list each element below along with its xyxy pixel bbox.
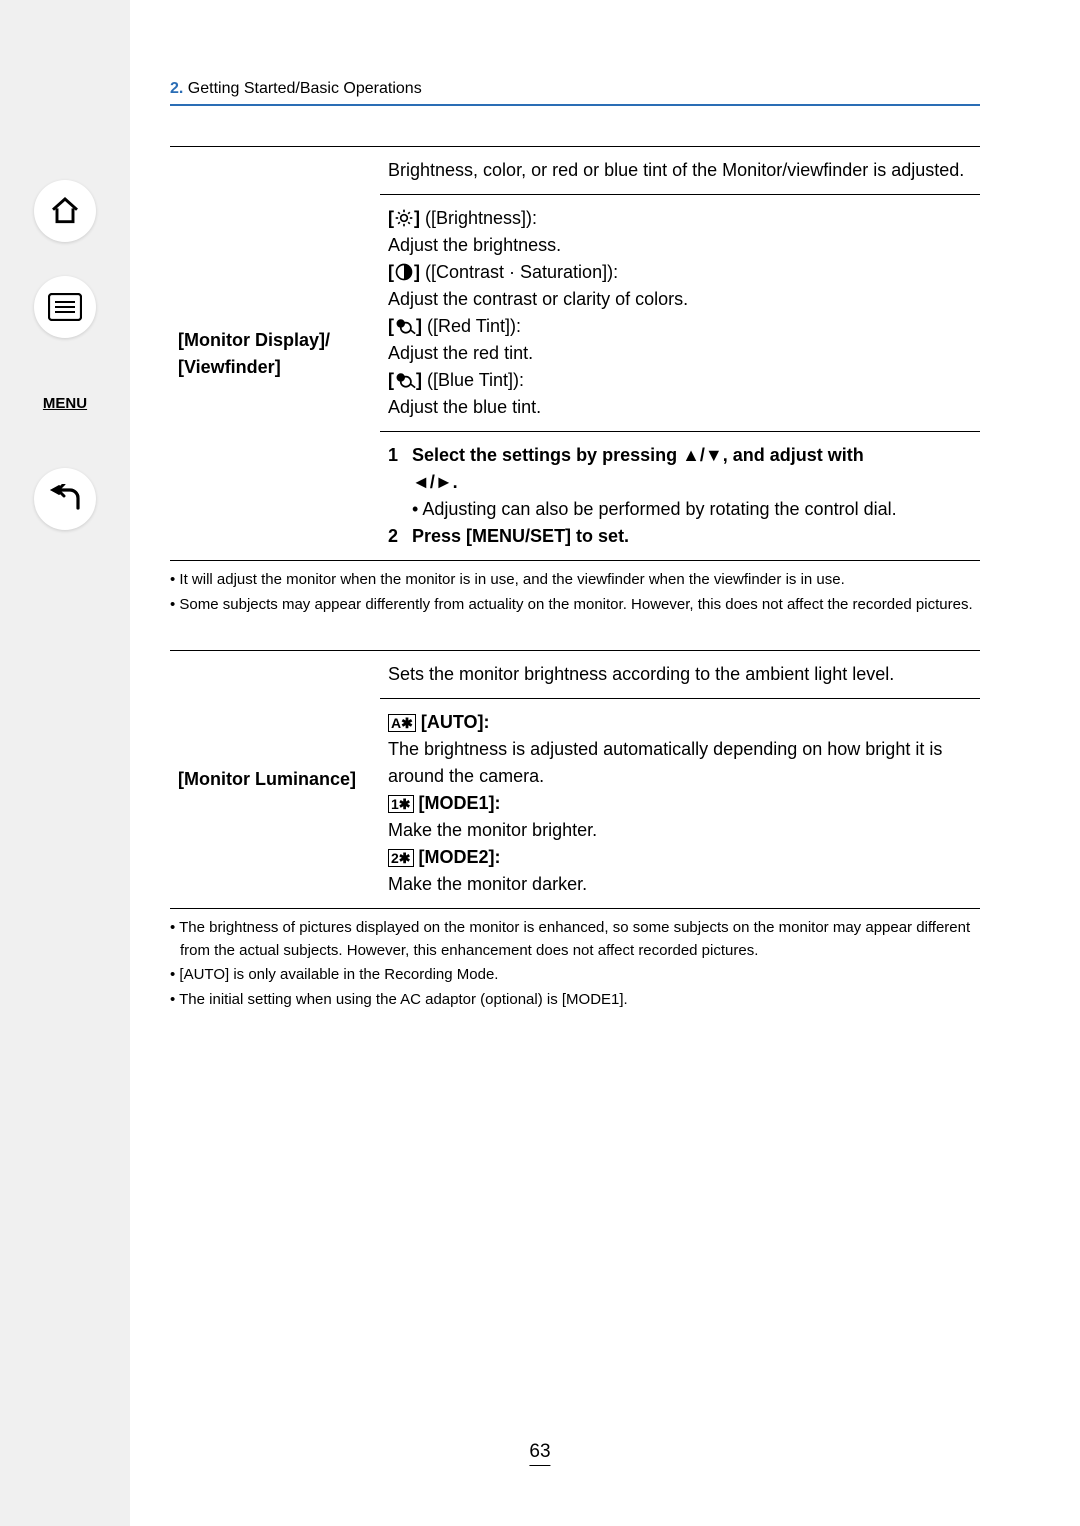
chapter-header: 2. Getting Started/Basic Operations [170, 80, 980, 106]
page-number: 63 [529, 1441, 550, 1466]
home-button[interactable] [34, 180, 96, 242]
table2-intro: Sets the monitor brightness according to… [380, 651, 980, 699]
table1-label: [Monitor Display]/ [Viewfinder] [170, 147, 380, 561]
toc-button[interactable] [34, 276, 96, 338]
notes-1: • It will adjust the monitor when the mo… [170, 569, 980, 616]
chapter-number: 2. [170, 80, 183, 97]
home-icon [49, 195, 81, 227]
contrast-icon [394, 262, 414, 282]
menu-button[interactable]: MENU [34, 372, 96, 434]
table2-options: A✱ [AUTO]: The brightness is adjusted au… [380, 699, 980, 909]
sidebar: MENU [0, 0, 130, 1526]
auto-luminance-icon: A✱ [388, 714, 416, 732]
table2-label: [Monitor Luminance] [170, 651, 380, 909]
monitor-luminance-table: [Monitor Luminance] Sets the monitor bri… [170, 650, 980, 909]
table1-steps: 1 Select the settings by pressing ▲/▼, a… [380, 432, 980, 561]
mode1-luminance-icon: 1✱ [388, 795, 414, 813]
toc-icon [48, 293, 82, 321]
mode2-luminance-icon: 2✱ [388, 849, 414, 867]
brightness-icon [394, 208, 414, 228]
notes-2: • The brightness of pictures displayed o… [170, 917, 980, 1011]
main-content: 2. Getting Started/Basic Operations [Mon… [170, 80, 980, 1045]
back-arrow-icon [48, 484, 82, 514]
menu-label: MENU [43, 395, 87, 412]
red-tint-icon [394, 316, 416, 336]
chapter-title: Getting Started/Basic Operations [188, 80, 422, 97]
back-button[interactable] [34, 468, 96, 530]
table1-options: [] ([Brightness]): Adjust the brightness… [380, 195, 980, 432]
monitor-display-table: [Monitor Display]/ [Viewfinder] Brightne… [170, 146, 980, 561]
table1-intro: Brightness, color, or red or blue tint o… [380, 147, 980, 195]
blue-tint-icon [394, 370, 416, 390]
